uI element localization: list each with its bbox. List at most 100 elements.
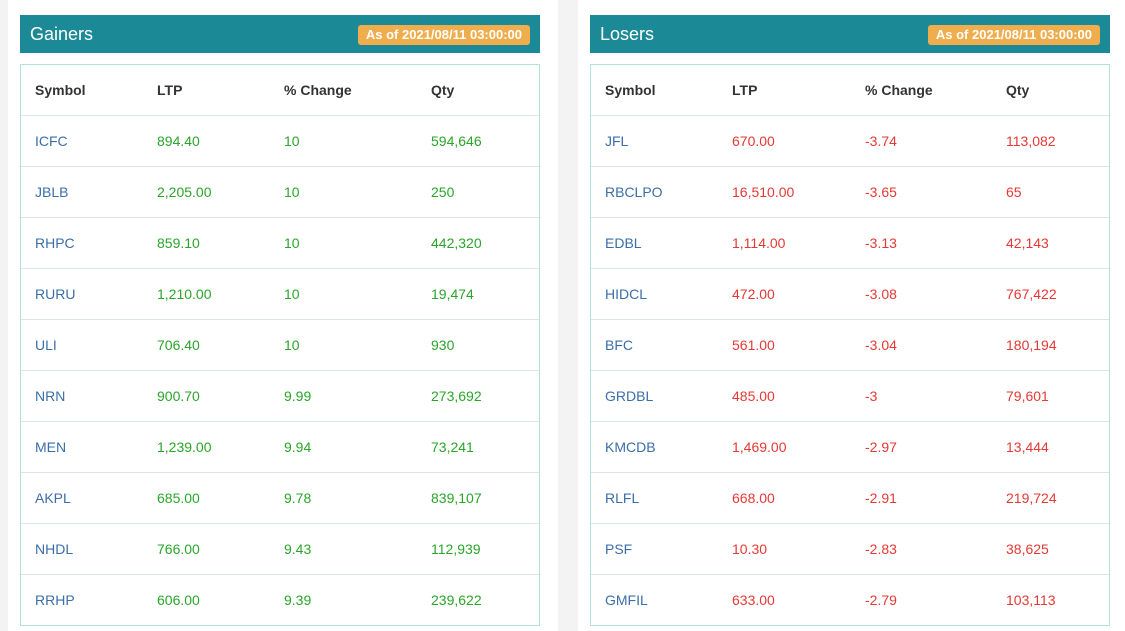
symbol-link[interactable]: RBCLPO xyxy=(591,166,718,218)
table-row: NHDL 766.00 9.43 112,939 xyxy=(21,523,539,575)
column-header-qty[interactable]: Qty xyxy=(417,65,539,116)
ltp-cell: 606.00 xyxy=(157,592,200,608)
change-cell: -3.74 xyxy=(851,115,992,167)
ltp-cell: 706.40 xyxy=(143,319,270,371)
table-row: JBLB 2,205.00 10 250 xyxy=(21,166,539,218)
symbol-link[interactable]: HIDCL xyxy=(591,268,718,320)
symbol-link[interactable]: PSF xyxy=(591,523,718,575)
symbol-link[interactable]: ULI xyxy=(21,319,143,371)
change-cell: 9.78 xyxy=(270,472,417,524)
symbol-link[interactable]: RRHP xyxy=(35,592,75,608)
change-cell: 9.39 xyxy=(284,592,312,608)
table-row: RHPC 859.10 10 442,320 xyxy=(21,217,539,269)
table-row: ULI 706.40 10 930 xyxy=(21,319,539,371)
ltp-cell: 10.30 xyxy=(718,523,851,575)
change-cell: 10 xyxy=(270,166,417,218)
ltp-cell: 561.00 xyxy=(718,319,851,371)
symbol-link[interactable]: RHPC xyxy=(21,217,143,269)
column-header-qty[interactable]: Qty xyxy=(992,65,1109,116)
qty-cell: 79,601 xyxy=(992,370,1109,422)
symbol-link[interactable]: EDBL xyxy=(591,217,718,269)
change-cell: 9.99 xyxy=(270,370,417,422)
table-row: JFL 670.00 -3.74 113,082 xyxy=(591,115,1109,167)
change-cell: -2.83 xyxy=(851,523,992,575)
gainers-table-container: Symbol LTP % Change Qty ICFC 894.40 10 594,… xyxy=(20,64,540,626)
column-header-change[interactable]: % Change xyxy=(270,65,417,116)
qty-cell: 767,422 xyxy=(992,268,1109,320)
table-row: AKPL 685.00 9.78 839,107 xyxy=(21,472,539,524)
ltp-cell: 894.40 xyxy=(143,115,270,167)
symbol-link[interactable]: NHDL xyxy=(21,523,143,575)
losers-table-body: JFL 670.00 -3.74 113,082 RBCLPO 16,510.00 -3.6… xyxy=(591,115,1109,626)
gainers-table-body: ICFC 894.40 10 594,646 JBLB 2,205.00 10 250 RHPC… xyxy=(21,115,539,626)
qty-cell: 113,082 xyxy=(992,115,1109,167)
symbol-link[interactable]: RLFL xyxy=(591,472,718,524)
symbol-link[interactable]: JBLB xyxy=(21,166,143,218)
ltp-cell: 668.00 xyxy=(718,472,851,524)
symbol-link[interactable]: KMCDB xyxy=(591,421,718,473)
ltp-cell: 859.10 xyxy=(143,217,270,269)
table-row: KMCDB 1,469.00 -2.97 13,444 xyxy=(591,421,1109,473)
ltp-cell: 1,210.00 xyxy=(143,268,270,320)
table-row: BFC 561.00 -3.04 180,194 xyxy=(591,319,1109,371)
symbol-link[interactable]: NRN xyxy=(21,370,143,422)
qty-cell: 442,320 xyxy=(417,217,539,269)
qty-cell: 13,444 xyxy=(992,421,1109,473)
qty-cell: 19,474 xyxy=(417,268,539,320)
table-row: GRDBL 485.00 -3 79,601 xyxy=(591,370,1109,422)
symbol-link[interactable]: ICFC xyxy=(21,115,143,167)
gainers-table: Symbol LTP % Change Qty ICFC 894.40 10 594,… xyxy=(21,65,539,625)
symbol-link[interactable]: GRDBL xyxy=(591,370,718,422)
ltp-cell: 633.00 xyxy=(732,592,775,608)
table-row: EDBL 1,114.00 -3.13 42,143 xyxy=(591,217,1109,269)
ltp-cell: 472.00 xyxy=(718,268,851,320)
symbol-link[interactable]: MEN xyxy=(21,421,143,473)
losers-title: Losers xyxy=(600,24,655,44)
change-cell: -3.65 xyxy=(851,166,992,218)
qty-cell: 594,646 xyxy=(417,115,539,167)
ltp-cell: 900.70 xyxy=(143,370,270,422)
qty-cell: 239,622 xyxy=(431,592,482,608)
qty-cell: 65 xyxy=(992,166,1109,218)
ltp-cell: 1,114.00 xyxy=(718,217,851,269)
change-cell: 10 xyxy=(270,115,417,167)
gainers-table-header-row: Symbol LTP % Change Qty xyxy=(21,65,539,116)
column-header-ltp[interactable]: LTP xyxy=(143,65,270,116)
change-cell: -3.08 xyxy=(851,268,992,320)
symbol-link[interactable]: JFL xyxy=(591,115,718,167)
ltp-cell: 1,239.00 xyxy=(143,421,270,473)
table-row: RLFL 668.00 -2.91 219,724 xyxy=(591,472,1109,524)
change-cell: -2.79 xyxy=(865,592,897,608)
symbol-link[interactable]: BFC xyxy=(591,319,718,371)
qty-cell: 839,107 xyxy=(417,472,539,524)
qty-cell: 103,113 xyxy=(1006,592,1056,608)
change-cell: 9.94 xyxy=(270,421,417,473)
change-cell: -2.91 xyxy=(851,472,992,524)
qty-cell: 273,692 xyxy=(417,370,539,422)
table-row: GMFIL 633.00 -2.79 103,113 xyxy=(591,575,1109,626)
column-header-symbol[interactable]: Symbol xyxy=(591,65,718,116)
qty-cell: 219,724 xyxy=(992,472,1109,524)
ltp-cell: 685.00 xyxy=(143,472,270,524)
column-header-symbol[interactable]: Symbol xyxy=(21,65,143,116)
table-row: RRHP 606.00 9.39 239,622 xyxy=(21,575,539,626)
symbol-link[interactable]: GMFIL xyxy=(605,592,648,608)
ltp-cell: 1,469.00 xyxy=(718,421,851,473)
table-row: NRN 900.70 9.99 273,692 xyxy=(21,370,539,422)
qty-cell: 38,625 xyxy=(992,523,1109,575)
table-row: RBCLPO 16,510.00 -3.65 65 xyxy=(591,166,1109,218)
column-header-ltp[interactable]: LTP xyxy=(718,65,851,116)
symbol-link[interactable]: RURU xyxy=(21,268,143,320)
symbol-link[interactable]: AKPL xyxy=(21,472,143,524)
change-cell: -3.13 xyxy=(851,217,992,269)
qty-cell: 112,939 xyxy=(417,523,539,575)
change-cell: 9.43 xyxy=(270,523,417,575)
column-header-change[interactable]: % Change xyxy=(851,65,992,116)
table-row: MEN 1,239.00 9.94 73,241 xyxy=(21,421,539,473)
change-cell: 10 xyxy=(270,268,417,320)
losers-table-container: Symbol LTP % Change Qty JFL 670.00 -3.74 11… xyxy=(590,64,1110,626)
losers-header: Losers As of 2021/08/11 03:00:00 xyxy=(590,15,1110,53)
gainers-asof-badge: As of 2021/08/11 03:00:00 xyxy=(357,25,530,45)
change-cell: -3.04 xyxy=(851,319,992,371)
